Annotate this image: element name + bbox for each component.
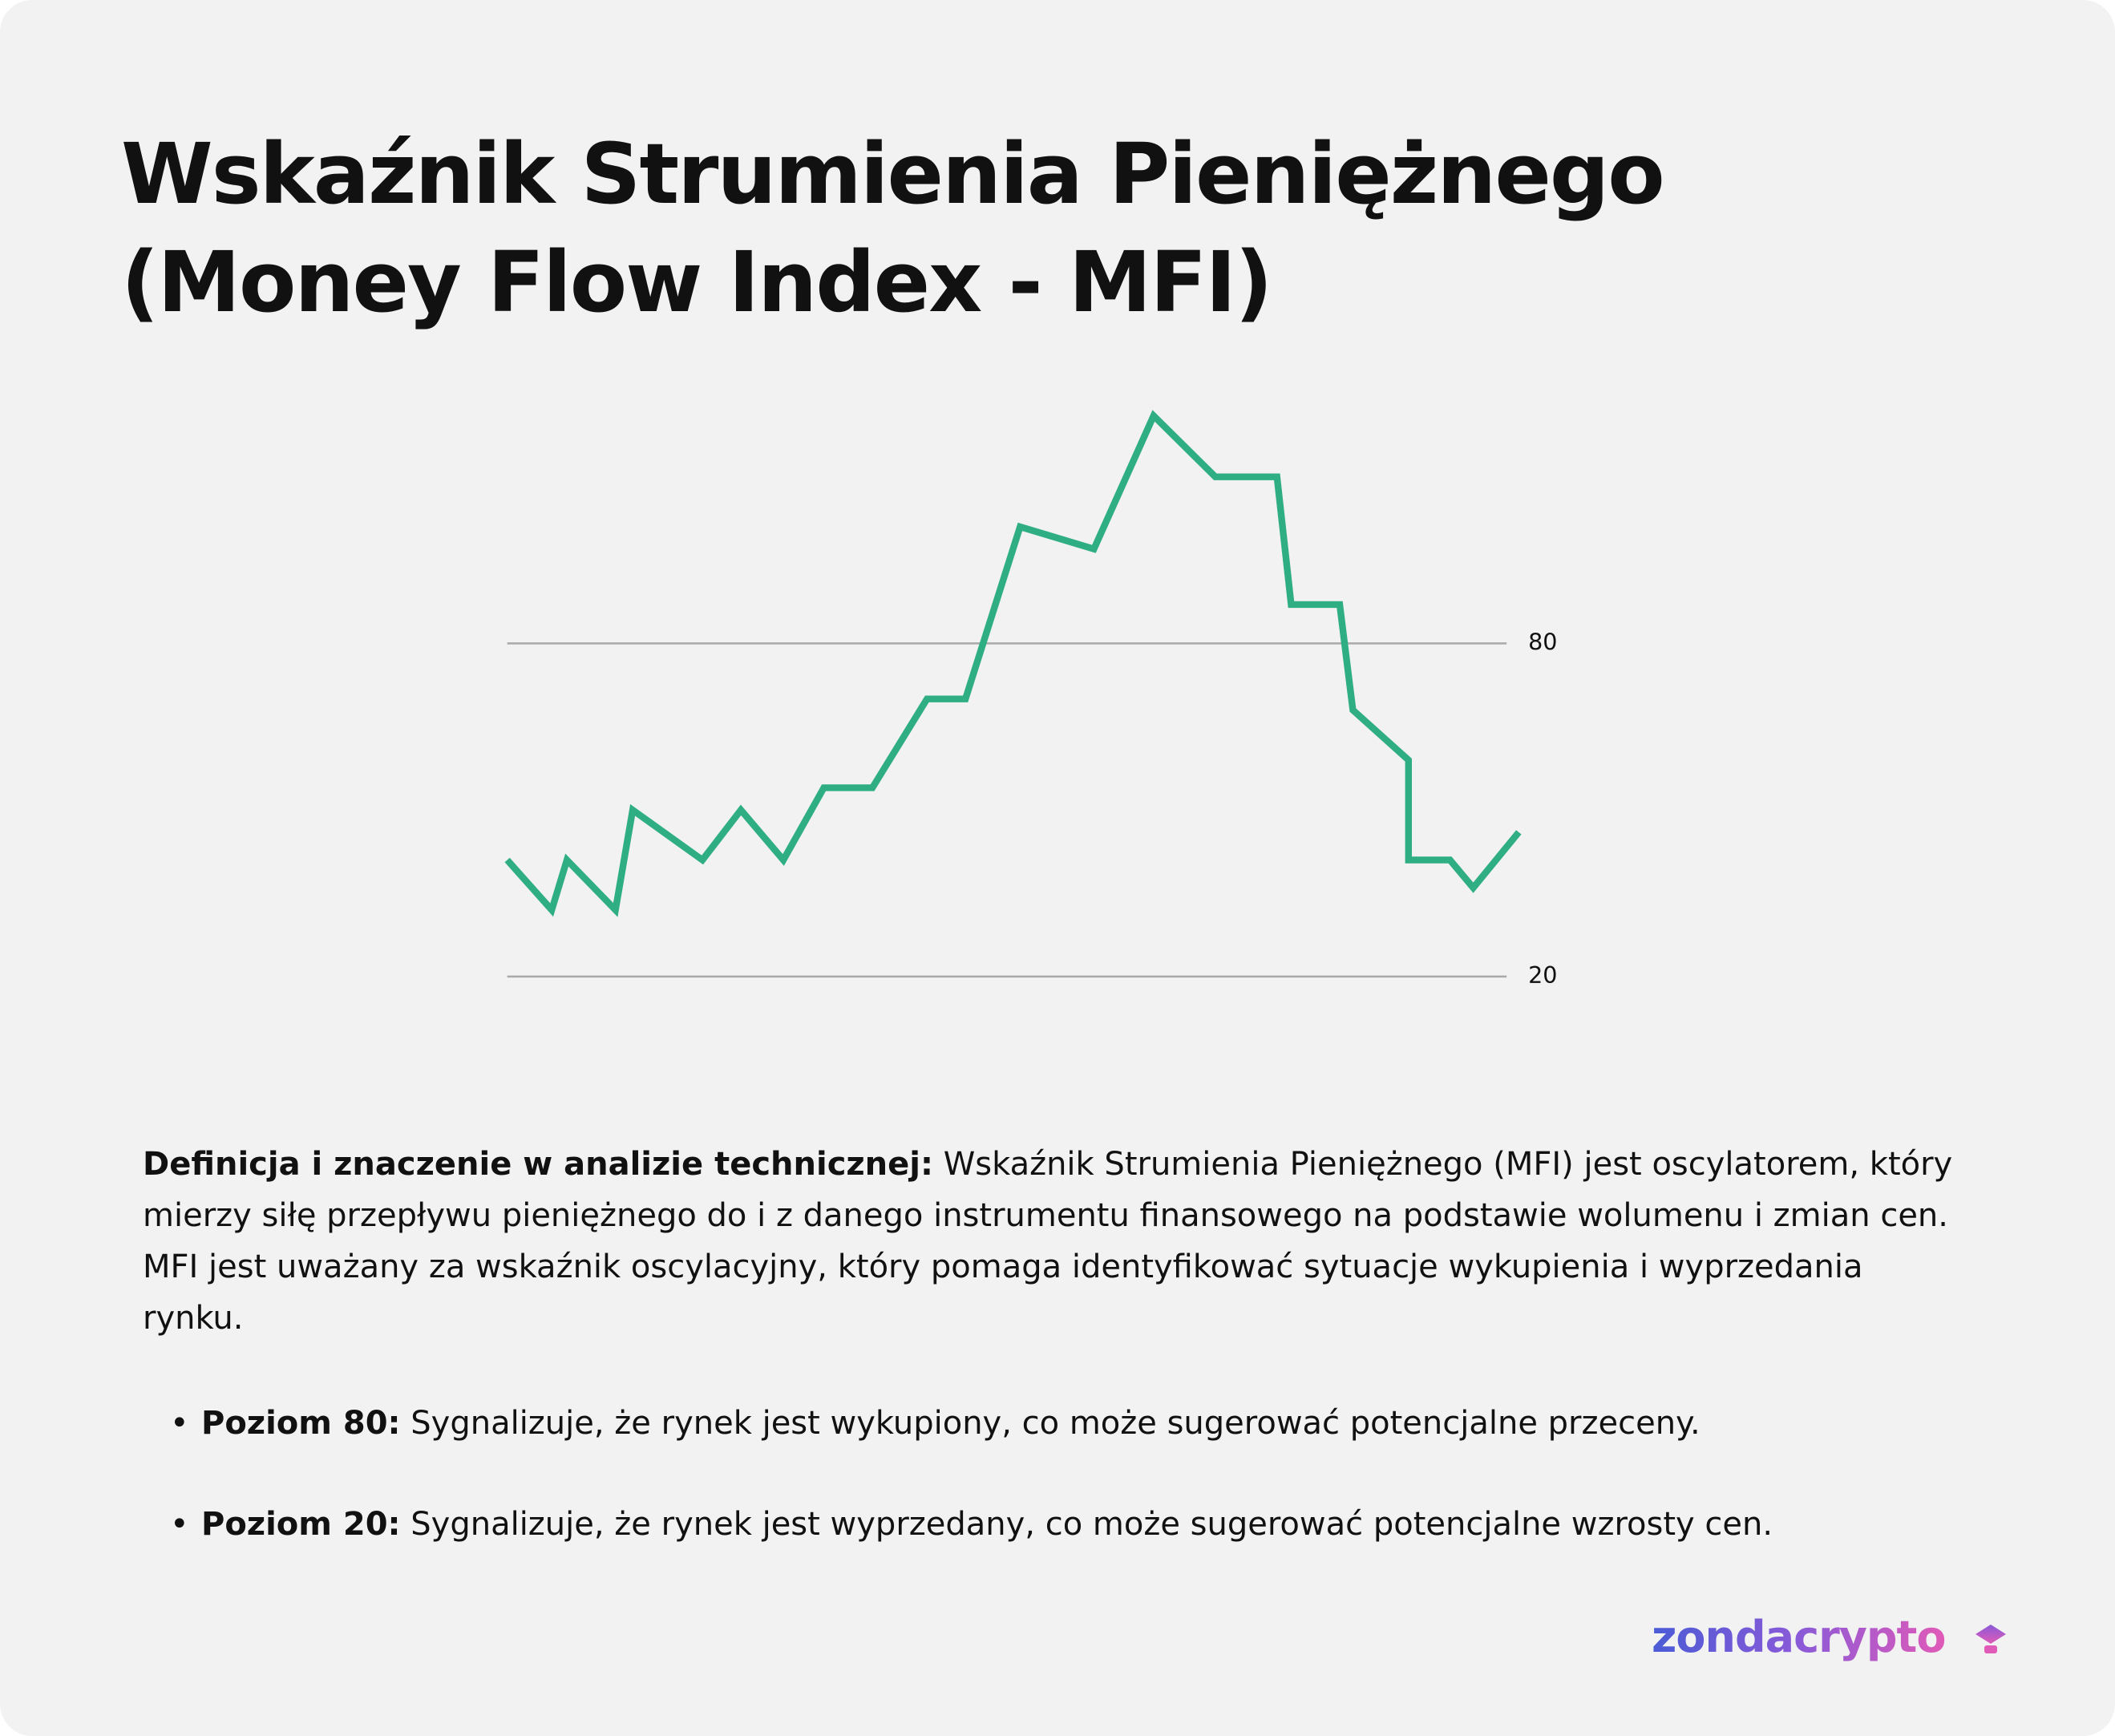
bullet-text: Sygnalizuje, że rynek jest wyprzedany, c… xyxy=(410,1506,1773,1543)
bullet: • Poziom 20: Sygnalizuje, że rynek jest w… xyxy=(170,1506,1773,1543)
y-tick-label: 20 xyxy=(1528,961,1557,989)
bullet: • Poziom 80: Sygnalizuje, że rynek jest w… xyxy=(170,1405,1700,1442)
definition: Definicja i znaczenie w analizie technic… xyxy=(143,1139,1963,1344)
y-tick-label: 80 xyxy=(1528,628,1557,655)
logo: zondacrypto xyxy=(1652,1612,1946,1662)
bullet-label: Poziom 80: xyxy=(201,1405,401,1442)
definition-text: Wskaźnik Strumienia Pieniężnego (MFI) je… xyxy=(143,1146,1953,1337)
title: Wskaźnik Strumienia Pieniężnego (Money F… xyxy=(121,125,1665,331)
definition-label: Definicja i znaczenie w analizie technic… xyxy=(143,1146,933,1183)
bullet-label: Poziom 20: xyxy=(201,1506,401,1543)
bullet-text: Sygnalizuje, że rynek jest wykupiony, co… xyxy=(410,1405,1700,1442)
mfi-line xyxy=(504,410,1522,917)
logo-icon xyxy=(1975,1625,2006,1653)
